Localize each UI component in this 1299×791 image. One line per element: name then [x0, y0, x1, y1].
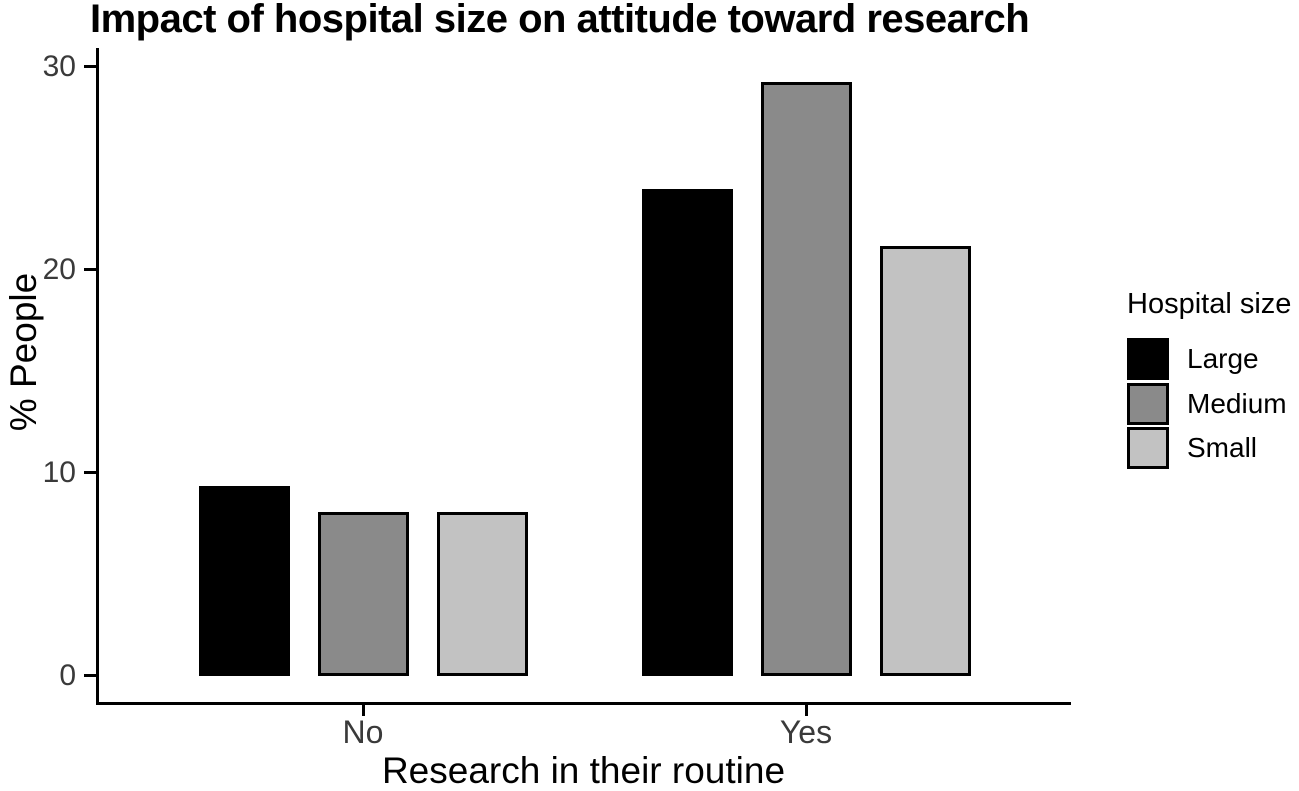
legend-title: Hospital size: [1127, 288, 1292, 320]
y-tick-label: 30: [42, 49, 76, 83]
y-tick-mark: [84, 471, 97, 474]
legend-label: Medium: [1187, 387, 1287, 419]
legend-swatch-large: [1127, 338, 1169, 380]
x-tick-mark: [361, 703, 365, 716]
y-tick-mark: [84, 674, 97, 677]
bar-medium-no: [317, 512, 409, 677]
legend-label: Small: [1187, 432, 1258, 463]
legend-swatch-medium: [1127, 382, 1169, 425]
y-tick-mark: [84, 65, 97, 68]
bar-small-yes: [879, 246, 971, 677]
legend-label: Large: [1187, 343, 1259, 374]
x-tick-mark: [804, 703, 808, 716]
x-axis-title: Research in their routine: [381, 750, 786, 791]
y-axis-title: % People: [3, 272, 44, 432]
bar-large-yes: [641, 189, 733, 677]
y-tick-label: 20: [42, 252, 76, 286]
x-tick-label: Yes: [779, 714, 833, 750]
bar-large-no: [198, 485, 290, 677]
y-axis-line: [96, 48, 99, 705]
y-tick-label: 10: [42, 455, 76, 489]
legend-swatch-small: [1127, 427, 1169, 469]
x-axis-line: [96, 702, 1071, 705]
x-tick-label: No: [342, 714, 384, 750]
chart-title: Impact of hospital size on attitude towa…: [90, 0, 1030, 41]
y-tick-mark: [84, 268, 97, 271]
bar-small-no: [436, 512, 528, 677]
y-tick-label: 0: [59, 658, 76, 692]
bar-medium-yes: [760, 81, 852, 677]
